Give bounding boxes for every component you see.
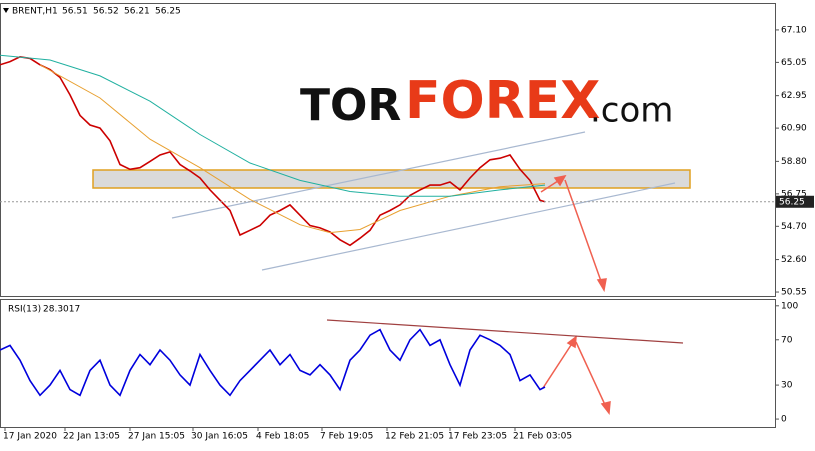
logo: TOR FOREX .com [300, 71, 673, 131]
series-line [0, 328, 546, 397]
y-tick-label: 58.80 [781, 157, 807, 167]
x-tick-label: 27 Jan 15:05 [128, 432, 185, 442]
y-tick-label: 52.60 [781, 255, 807, 265]
x-tick-label: 21 Feb 03:05 [513, 432, 572, 442]
y-tick-label: 70 [781, 335, 793, 345]
series-line [0, 54, 546, 197]
y-tick-label: 65.05 [781, 58, 807, 68]
logo-text: .com [590, 91, 673, 131]
rsi-panel [0, 299, 776, 428]
y-tick-label: 50.55 [781, 288, 807, 298]
y-tick-label: 100 [781, 301, 798, 311]
price-panel [0, 3, 776, 297]
logo-text: TOR [300, 80, 401, 131]
x-tick-label: 4 Feb 18:05 [256, 432, 309, 442]
y-tick-label: 60.90 [781, 124, 807, 134]
y-tick-label: 67.10 [781, 25, 807, 35]
x-tick-label: 7 Feb 19:05 [320, 432, 373, 442]
x-tick-label: 17 Feb 23:05 [448, 432, 507, 442]
ohlc-value: 56.25 [155, 7, 181, 17]
last-price-label: 56.25 [779, 197, 805, 207]
series-line [0, 55, 546, 247]
y-tick-label: 54.70 [781, 222, 807, 232]
forecast-arrows [540, 174, 611, 415]
y-tick-label: 56.75 [781, 189, 807, 199]
ohlc-value: 56.52 [93, 7, 119, 17]
y-tick-label: 0 [781, 415, 787, 425]
channel-line [261, 182, 676, 271]
x-tick-label: 12 Feb 21:05 [385, 432, 444, 442]
channel-line [171, 131, 586, 219]
series-line [39, 64, 546, 234]
ohlc-value: 56.51 [62, 7, 88, 17]
logo-text: FOREX [405, 71, 600, 131]
rsi-trend-line [326, 319, 684, 344]
rsi-value: 28.3017 [43, 305, 80, 315]
x-tick-label: 22 Jan 13:05 [63, 432, 120, 442]
x-tick-label: 30 Jan 16:05 [191, 432, 248, 442]
chart-title: BRENT,H1 [12, 7, 58, 17]
y-tick-label: 30 [781, 381, 793, 391]
x-tick-label: 17 Jan 2020 [3, 432, 57, 442]
rsi-title: RSI(13) [8, 305, 41, 315]
ohlc-value: 56.21 [124, 7, 150, 17]
y-tick-label: 62.95 [781, 91, 807, 101]
last-price-box [776, 195, 814, 208]
menu-triangle [3, 8, 9, 13]
